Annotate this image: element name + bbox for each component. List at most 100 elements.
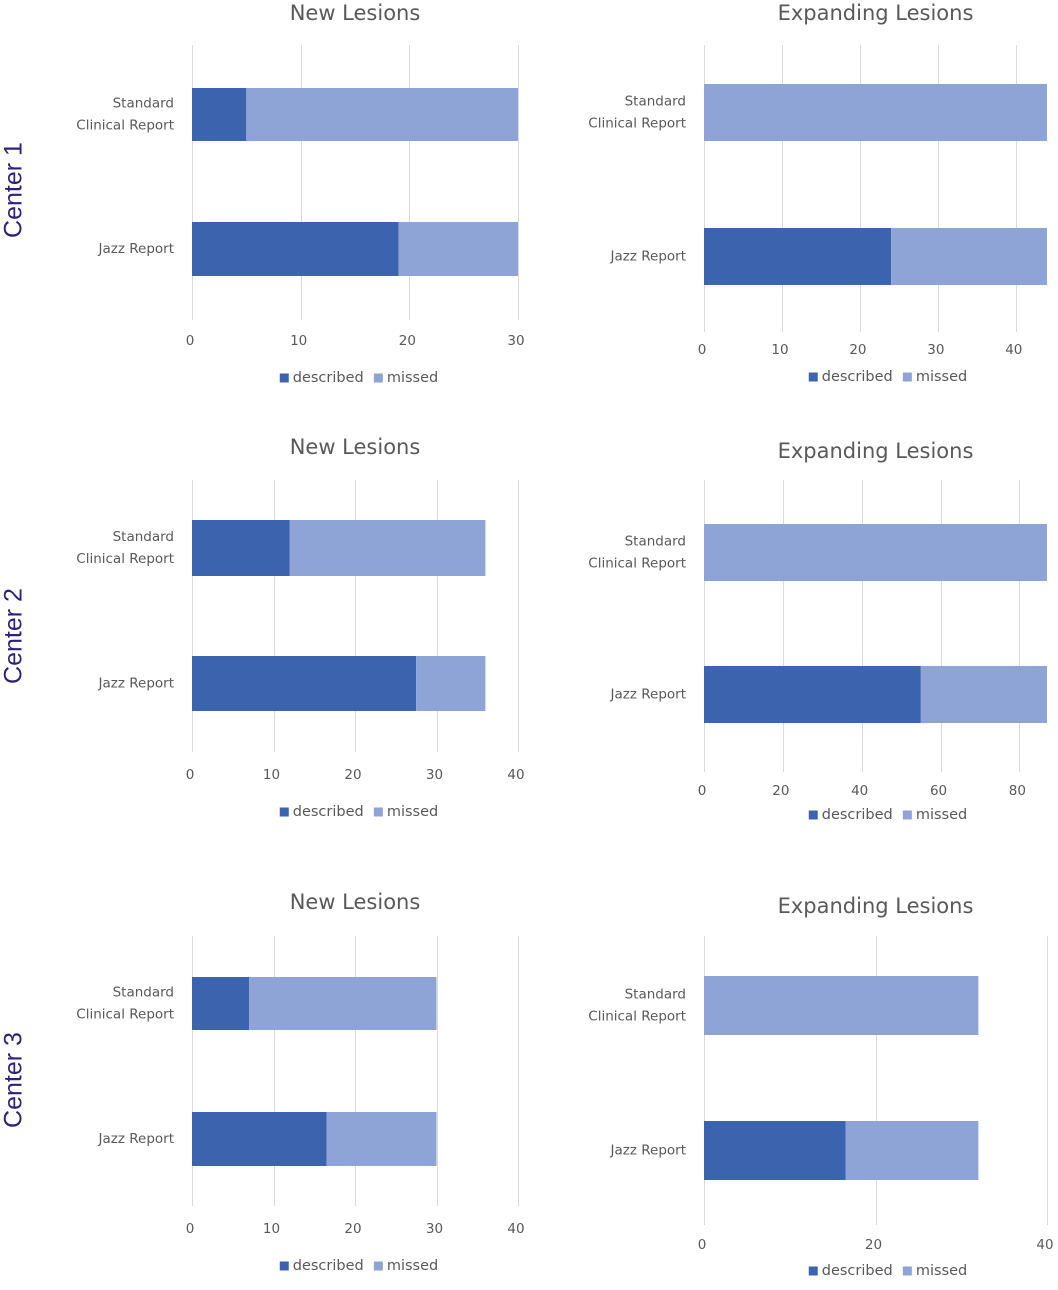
chart-title: Expanding Lesions bbox=[778, 439, 974, 463]
category-label: Jazz Report bbox=[610, 687, 686, 703]
category-label: Jazz Report bbox=[98, 676, 174, 692]
legend-label-missed: missed bbox=[387, 370, 438, 386]
legend-swatch-described bbox=[279, 1261, 289, 1271]
legend-label-described: described bbox=[822, 807, 893, 823]
tick-label: 30 bbox=[426, 767, 443, 783]
chart-svg: Expanding Lesions Standard Clinical Report… bbox=[588, 1, 1047, 385]
category-label: Standard Clinical Report bbox=[588, 987, 686, 1025]
tick-label: 0 bbox=[698, 342, 707, 358]
legend-label-described: described bbox=[293, 804, 364, 820]
legend-swatch-described bbox=[808, 372, 818, 382]
legend-label-described: described bbox=[293, 370, 364, 386]
category-label: Standard Clinical Report bbox=[76, 96, 174, 134]
bar-described bbox=[192, 520, 290, 576]
tick-label: 0 bbox=[186, 1221, 195, 1237]
legend-label-missed: missed bbox=[916, 807, 967, 823]
chart-center2-new-lesions: New Lesions Standard Clinical Report Jazz R… bbox=[0, 430, 530, 840]
bar-described bbox=[192, 656, 417, 711]
tick-label: 60 bbox=[930, 783, 947, 799]
tick-label: 40 bbox=[507, 1221, 524, 1237]
tick-label: 20 bbox=[865, 1237, 882, 1253]
legend-swatch-missed bbox=[373, 373, 383, 383]
category-label: Jazz Report bbox=[610, 249, 686, 265]
bar-missed bbox=[398, 222, 518, 276]
bar-missed bbox=[249, 977, 437, 1030]
legend-label-described: described bbox=[293, 1258, 364, 1274]
bar-described bbox=[192, 222, 399, 276]
bar-described bbox=[704, 666, 921, 723]
chart-svg: Expanding Lesions Standard Clinical Report… bbox=[588, 439, 1047, 823]
tick-label: 10 bbox=[771, 342, 788, 358]
legend-swatch-described bbox=[808, 1266, 818, 1276]
tick-label: 20 bbox=[344, 1221, 361, 1237]
tick-label: 30 bbox=[927, 342, 944, 358]
legend-swatch-described bbox=[808, 810, 818, 820]
legend-swatch-missed bbox=[373, 807, 383, 817]
chart-center1-new-lesions: New Lesions Standard Clinical Report Jazz R… bbox=[0, 0, 530, 410]
tick-label: 40 bbox=[1036, 1237, 1053, 1253]
tick-label: 30 bbox=[426, 1221, 443, 1237]
bar-missed bbox=[891, 228, 1047, 285]
legend-swatch-described bbox=[279, 373, 289, 383]
tick-label: 0 bbox=[698, 783, 707, 799]
tick-label: 30 bbox=[507, 333, 524, 349]
bar-missed bbox=[246, 88, 519, 141]
category-label: Standard Clinical Report bbox=[588, 94, 686, 132]
chart-svg: Expanding Lesions Standard Clinical Report… bbox=[588, 894, 1053, 1279]
chart-center1-expanding-lesions: Expanding Lesions Standard Clinical Report… bbox=[520, 0, 1058, 410]
chart-svg: New Lesions Standard Clinical Report Jazz R… bbox=[76, 1, 524, 386]
legend-label-missed: missed bbox=[916, 369, 967, 385]
bar-missed bbox=[704, 976, 979, 1035]
bar-described bbox=[192, 88, 247, 141]
bar-missed bbox=[845, 1121, 979, 1180]
category-label: Standard Clinical Report bbox=[76, 529, 174, 567]
chart-svg: New Lesions Standard Clinical Report Jazz R… bbox=[76, 890, 524, 1274]
legend-swatch-missed bbox=[902, 1266, 912, 1276]
tick-label: 40 bbox=[507, 767, 524, 783]
tick-label: 20 bbox=[849, 342, 866, 358]
tick-label: 10 bbox=[263, 767, 280, 783]
tick-label: 0 bbox=[698, 1237, 707, 1253]
category-label: Jazz Report bbox=[610, 1143, 686, 1159]
tick-label: 40 bbox=[851, 783, 868, 799]
category-label: Standard Clinical Report bbox=[76, 985, 174, 1023]
legend-swatch-missed bbox=[902, 372, 912, 382]
legend-label-missed: missed bbox=[387, 804, 438, 820]
legend-label-described: described bbox=[822, 1263, 893, 1279]
legend-label-missed: missed bbox=[387, 1258, 438, 1274]
category-label: Standard Clinical Report bbox=[588, 534, 686, 572]
legend: described missed bbox=[808, 369, 967, 385]
legend-label-missed: missed bbox=[916, 1263, 967, 1279]
tick-label: 20 bbox=[344, 767, 361, 783]
chart-title: New Lesions bbox=[290, 435, 421, 459]
tick-label: 10 bbox=[263, 1221, 280, 1237]
chart-svg: New Lesions Standard Clinical Report Jazz R… bbox=[76, 435, 524, 820]
chart-center2-expanding-lesions: Expanding Lesions Standard Clinical Report… bbox=[520, 430, 1058, 840]
bar-missed bbox=[704, 84, 1047, 141]
bar-described bbox=[192, 1112, 327, 1166]
chart-title: Expanding Lesions bbox=[778, 894, 974, 918]
bar-missed bbox=[289, 520, 486, 576]
tick-label: 0 bbox=[186, 333, 195, 349]
chart-center3-expanding-lesions: Expanding Lesions Standard Clinical Report… bbox=[520, 880, 1058, 1290]
bar-missed bbox=[326, 1112, 437, 1166]
legend-swatch-missed bbox=[902, 810, 912, 820]
tick-label: 0 bbox=[186, 767, 195, 783]
legend: described missed bbox=[808, 807, 967, 823]
category-label: Jazz Report bbox=[98, 241, 174, 257]
chart-center3-new-lesions: New Lesions Standard Clinical Report Jazz R… bbox=[0, 880, 530, 1290]
bar-missed bbox=[920, 666, 1047, 723]
legend-swatch-missed bbox=[373, 1261, 383, 1271]
tick-label: 40 bbox=[1005, 342, 1022, 358]
legend: described missed bbox=[279, 804, 438, 820]
bar-described bbox=[192, 977, 250, 1030]
legend-label-described: described bbox=[822, 369, 893, 385]
chart-title: New Lesions bbox=[290, 1, 421, 25]
bar-described bbox=[704, 1121, 846, 1180]
tick-label: 20 bbox=[399, 333, 416, 349]
tick-label: 80 bbox=[1009, 783, 1026, 799]
legend-swatch-described bbox=[279, 807, 289, 817]
bar-described bbox=[704, 228, 892, 285]
legend: described missed bbox=[279, 370, 438, 386]
chart-title: Expanding Lesions bbox=[778, 1, 974, 25]
